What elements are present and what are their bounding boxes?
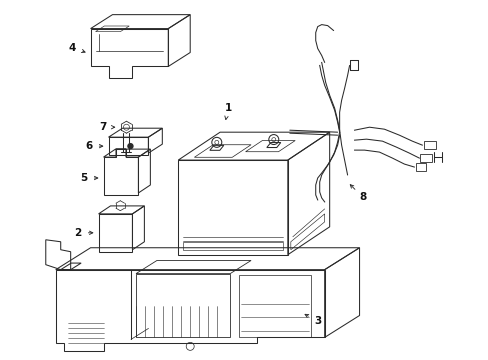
Text: 2: 2 [74,228,81,238]
Text: 6: 6 [85,141,92,151]
Text: 7: 7 [99,122,106,132]
Text: 3: 3 [313,316,321,327]
Circle shape [128,144,133,149]
Text: 8: 8 [358,192,366,202]
Text: 4: 4 [69,42,76,53]
Text: 5: 5 [80,173,87,183]
Text: 1: 1 [224,103,231,113]
